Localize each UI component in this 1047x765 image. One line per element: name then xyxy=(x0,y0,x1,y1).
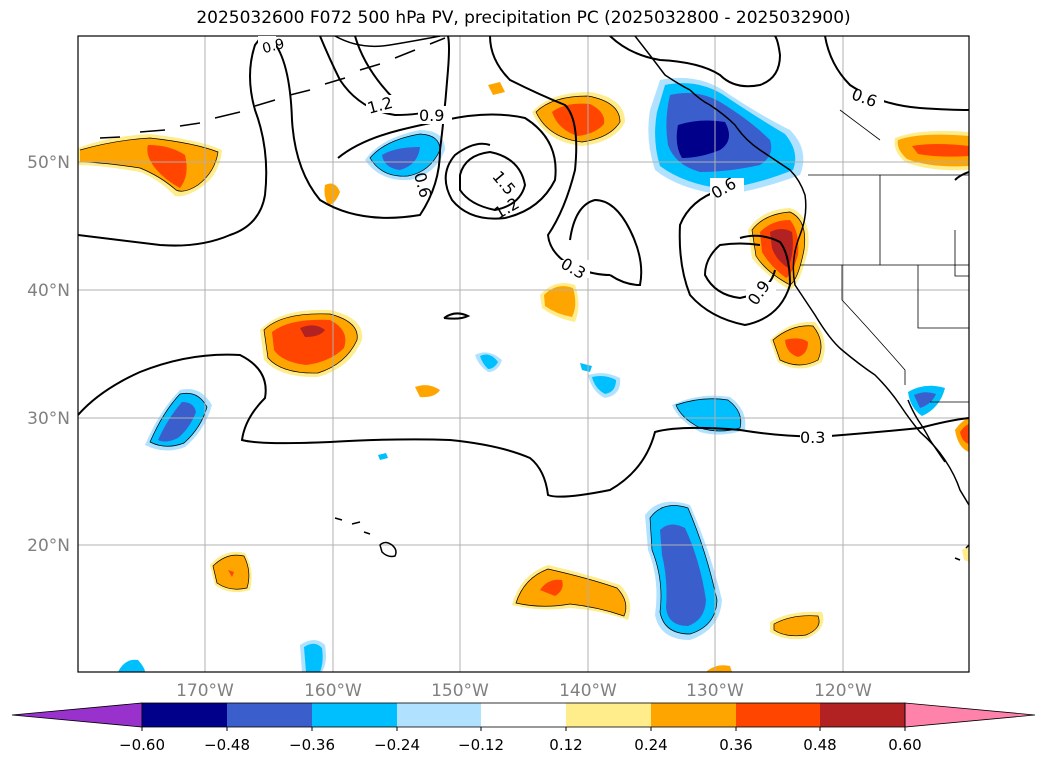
lat-lon-grid xyxy=(78,36,969,672)
lat-label: 30°N xyxy=(27,409,70,429)
colorbar-segment xyxy=(312,703,397,727)
contour-label: 1.5 xyxy=(488,167,519,199)
colorbar-tick-label: −0.48 xyxy=(204,736,250,754)
colorbar-under xyxy=(11,702,143,728)
contour-label: 0.6 xyxy=(410,170,435,200)
map-frame xyxy=(77,35,970,673)
colorbar-segment xyxy=(481,703,566,727)
colorbar-segment xyxy=(566,703,651,727)
colorbar-tick-label: 0.12 xyxy=(549,736,582,754)
lon-label: 120°W xyxy=(814,681,872,701)
colorbar-segment xyxy=(142,703,227,727)
colorbar-tick-label: −0.36 xyxy=(289,736,335,754)
lon-label: 170°W xyxy=(176,681,234,701)
colorbar-tick-label: 0.24 xyxy=(634,736,667,754)
colorbar-segment xyxy=(651,703,736,727)
lon-label: 140°W xyxy=(559,681,617,701)
colorbar-segment xyxy=(736,703,820,727)
colorbar-over xyxy=(904,702,1036,728)
contour-label: 0.3 xyxy=(558,254,590,283)
colorbar-segment xyxy=(227,703,312,727)
colorbar-tick-label: 0.48 xyxy=(803,736,836,754)
lon-label: 150°W xyxy=(431,681,489,701)
coastlines xyxy=(99,36,969,561)
colorbar-tick-label: 0.60 xyxy=(888,736,921,754)
colorbar-segment xyxy=(397,703,481,727)
colorbar: −0.60 −0.48 −0.36 −0.24 −0.12 0.12 0.24 … xyxy=(11,702,1036,754)
pv-contours xyxy=(78,36,969,498)
state-borders xyxy=(800,109,969,403)
lat-labels: 50°N 40°N 30°N 20°N xyxy=(27,153,70,556)
lat-label: 20°N xyxy=(27,536,70,556)
lat-label: 40°N xyxy=(27,281,70,301)
colorbar-tick-label: −0.24 xyxy=(374,736,420,754)
contour-label: 0.3 xyxy=(800,428,825,447)
map-title: 2025032600 F072 500 hPa PV, precipitatio… xyxy=(196,8,851,28)
map-plot-area xyxy=(78,36,969,672)
precipitation-shading xyxy=(78,77,969,672)
colorbar-tick-label: 0.36 xyxy=(719,736,752,754)
colorbar-tick-label: −0.60 xyxy=(119,736,165,754)
contour-label: 0.9 xyxy=(261,36,287,57)
lon-label: 160°W xyxy=(304,681,362,701)
colorbar-tick-label: −0.12 xyxy=(458,736,504,754)
lon-labels: 170°W 160°W 150°W 140°W 130°W 120°W xyxy=(176,681,872,701)
lat-label: 50°N xyxy=(27,153,70,173)
colorbar-segment xyxy=(820,703,905,727)
lon-label: 130°W xyxy=(686,681,744,701)
contour-label: 0.9 xyxy=(419,106,444,125)
